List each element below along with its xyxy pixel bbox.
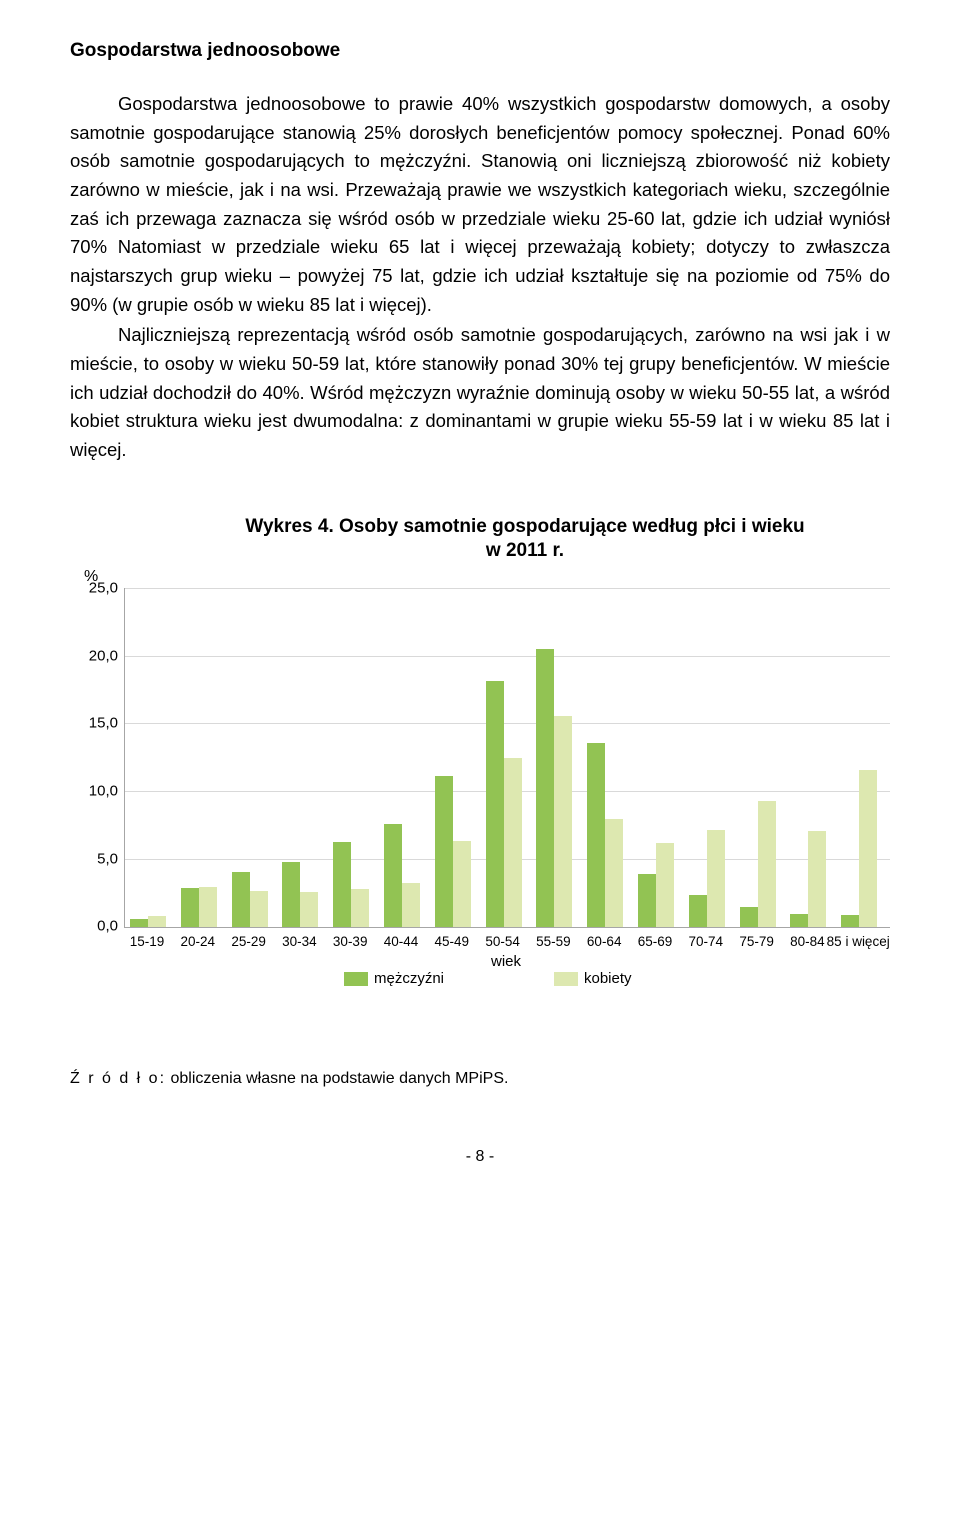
chart-title-line: w 2011 r. xyxy=(486,540,564,561)
x-tick-label: 70-74 xyxy=(689,934,724,949)
y-tick-label: 20,0 xyxy=(89,647,118,664)
bar xyxy=(740,907,758,927)
body-paragraph: Najliczniejszą reprezentacją wśród osób … xyxy=(70,321,890,464)
page-number: - 8 - xyxy=(70,1148,890,1166)
bar xyxy=(282,862,300,927)
bar xyxy=(333,842,351,927)
chart-area: % 0,05,010,015,020,025,0 15-1920-2425-29… xyxy=(70,570,890,980)
bar xyxy=(536,649,554,928)
bar xyxy=(199,887,217,928)
bar xyxy=(587,743,605,927)
bar xyxy=(689,895,707,927)
source-text: obliczenia własne na podstawie danych MP… xyxy=(166,1070,508,1087)
bar xyxy=(707,830,725,927)
legend-item: mężczyźni xyxy=(344,970,444,987)
bar xyxy=(130,919,148,927)
x-tick-label: 55-59 xyxy=(536,934,571,949)
x-tick-label: 50-54 xyxy=(485,934,520,949)
body-paragraph: Gospodarstwa jednoosobowe to prawie 40% … xyxy=(70,90,890,319)
bar xyxy=(859,770,877,927)
x-tick-label: 85 i więcej xyxy=(827,934,890,949)
y-axis: 0,05,010,015,020,025,0 xyxy=(70,588,124,928)
bar xyxy=(232,872,250,927)
legend-swatch xyxy=(344,972,368,986)
bar xyxy=(605,819,623,927)
bar xyxy=(402,883,420,928)
x-axis-label: wiek xyxy=(491,953,521,970)
bar xyxy=(384,824,402,927)
y-tick-label: 15,0 xyxy=(89,715,118,732)
bar xyxy=(656,843,674,927)
legend-label: mężczyźni xyxy=(374,970,444,987)
bar xyxy=(554,716,572,927)
x-tick-label: 45-49 xyxy=(435,934,470,949)
bar xyxy=(351,889,369,927)
chart-title-line: Wykres 4. Osoby samotnie gospodarujące w… xyxy=(245,516,804,537)
bar xyxy=(841,915,859,927)
y-tick-label: 5,0 xyxy=(97,850,118,867)
bar xyxy=(250,891,268,928)
section-heading: Gospodarstwa jednoosobowe xyxy=(70,40,890,62)
x-tick-label: 80-84 xyxy=(790,934,825,949)
x-tick-label: 30-34 xyxy=(282,934,317,949)
x-tick-label: 30-39 xyxy=(333,934,368,949)
source-line: Ź r ó d ł o: obliczenia własne na podsta… xyxy=(70,1070,890,1088)
bars-layer xyxy=(125,588,890,927)
y-tick-label: 10,0 xyxy=(89,782,118,799)
legend-swatch xyxy=(554,972,578,986)
bar xyxy=(181,888,199,927)
bar xyxy=(790,914,808,928)
legend-item: kobiety xyxy=(554,970,632,987)
bar xyxy=(638,874,656,927)
plot-area xyxy=(124,588,890,928)
chart: Wykres 4. Osoby samotnie gospodarujące w… xyxy=(70,515,890,980)
x-tick-label: 75-79 xyxy=(739,934,774,949)
bar xyxy=(808,831,826,927)
x-axis: 15-19 20-24 25-29 30-34 30-39 40-44 45-49 50-54… xyxy=(124,930,890,950)
x-tick-label: 25-29 xyxy=(231,934,266,949)
x-tick-label: 40-44 xyxy=(384,934,419,949)
x-tick-label: 60-64 xyxy=(587,934,622,949)
source-prefix: Ź r ó d ł o: xyxy=(70,1070,166,1087)
y-tick-label: 25,0 xyxy=(89,580,118,597)
bar xyxy=(435,776,453,927)
chart-title: Wykres 4. Osoby samotnie gospodarujące w… xyxy=(160,515,890,564)
x-tick-label: 65-69 xyxy=(638,934,673,949)
legend-label: kobiety xyxy=(584,970,632,987)
x-tick-label: 20-24 xyxy=(181,934,216,949)
bar xyxy=(148,916,166,927)
bar xyxy=(504,758,522,927)
bar xyxy=(758,801,776,927)
bar xyxy=(486,681,504,927)
bar xyxy=(300,892,318,927)
x-tick-label: 15-19 xyxy=(130,934,165,949)
bar xyxy=(453,841,471,928)
y-tick-label: 0,0 xyxy=(97,918,118,935)
